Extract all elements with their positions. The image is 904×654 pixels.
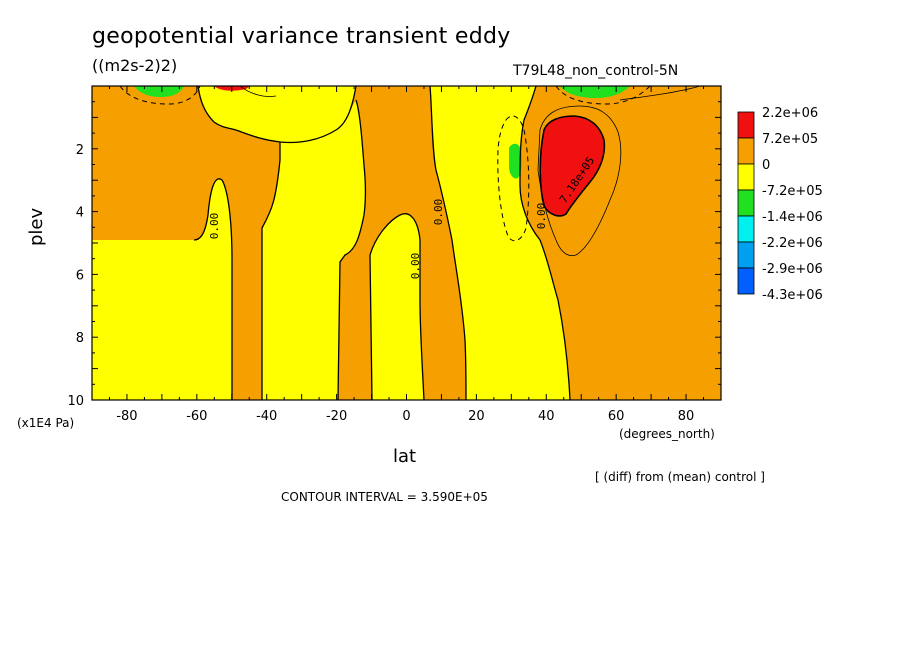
y-tick-label: 8 <box>76 331 84 346</box>
contour-field <box>92 86 721 400</box>
yellow-region-center-right <box>430 86 570 400</box>
dashed-contour-subtropical <box>497 115 530 242</box>
zero-contour-upper <box>197 86 357 144</box>
x-tick-label: -80 <box>116 409 137 424</box>
contour-label: 0.00 <box>409 253 422 280</box>
legend-label: 0 <box>762 158 770 173</box>
x-tick-label: 80 <box>678 409 695 424</box>
x-axis-units: (degrees_north) <box>619 427 715 441</box>
zero-contour-center-left <box>337 99 367 400</box>
yellow-region-center-left <box>262 100 424 400</box>
difference-note: [ (diff) from (mean) control ] <box>595 470 765 484</box>
dashed-contour-top-left <box>119 86 201 105</box>
zero-contour-left-inner <box>261 142 281 400</box>
legend-label: -1.4e+06 <box>762 210 823 225</box>
y-tick-label: 2 <box>76 143 84 158</box>
legend-swatch <box>737 163 755 191</box>
run-label: T79L48_non_control-5N <box>513 63 679 79</box>
x-tick-label: 20 <box>468 409 485 424</box>
legend-label: -2.9e+06 <box>762 262 823 277</box>
x-tick-label: 40 <box>538 409 555 424</box>
y-tick-label: 6 <box>76 268 84 283</box>
positive-maximum-midlat <box>540 116 605 216</box>
contour-top-left <box>239 86 277 97</box>
contour-positive-outer <box>537 105 622 257</box>
zero-contour-left <box>193 178 233 400</box>
legend-swatch <box>737 189 755 217</box>
contour-7.18e+05 <box>539 115 606 217</box>
y-axis-units: (x1E4 Pa) <box>17 416 75 430</box>
negative-blob-subtropical <box>509 143 522 179</box>
legend-label: 7.2e+05 <box>762 132 818 147</box>
x-tick-label: -20 <box>326 409 347 424</box>
contour-label: 0.00 <box>208 213 221 240</box>
yellow-region-left <box>92 86 232 400</box>
zero-contour-center-right <box>429 86 467 400</box>
yellow-region-upper-left <box>92 86 356 143</box>
contour-lines <box>193 86 701 400</box>
chart-title: geopotential variance transient eddy <box>92 24 511 49</box>
x-tick-label: -40 <box>256 409 277 424</box>
legend-label: 2.2e+06 <box>762 106 818 121</box>
legend-label: -4.3e+06 <box>762 288 823 303</box>
color-legend: 2.2e+06 7.2e+05 0 -7.2e+05 -1.4e+06 -2.2e+06 -… <box>737 106 823 303</box>
contour-label: 0.00 <box>535 203 548 230</box>
legend-swatch <box>737 241 755 269</box>
x-tick-label: 0 <box>402 409 410 424</box>
legend-swatch <box>737 267 755 295</box>
contour-interval: CONTOUR INTERVAL = 3.590E+05 <box>281 490 488 504</box>
legend-label: -7.2e+05 <box>762 184 823 199</box>
contour-top-right <box>619 86 701 101</box>
negative-blob-top-left <box>134 86 184 97</box>
negative-blob-top-right <box>560 86 630 98</box>
zero-contour-center <box>369 213 425 400</box>
dashed-contour-top-right <box>555 86 651 105</box>
y-tick-label: 4 <box>76 206 84 221</box>
x-tick-label: -60 <box>186 409 207 424</box>
legend-swatch <box>737 137 755 165</box>
legend-swatch <box>737 111 755 139</box>
contour-label: 0.00 <box>432 199 445 226</box>
y-tick-label: 10 <box>67 394 84 409</box>
zero-contour-right <box>519 86 571 400</box>
chart-units: ((m2s-2)2) <box>92 56 178 75</box>
legend-label: -2.2e+06 <box>762 236 823 251</box>
negative-contours <box>119 86 651 242</box>
y-axis: 2 4 6 8 10 <box>67 85 721 409</box>
x-tick-label: 60 <box>608 409 625 424</box>
legend-swatch <box>737 215 755 243</box>
x-axis: -80 -60 -40 -20 0 20 40 60 80 <box>91 86 722 424</box>
x-axis-label: lat <box>393 446 417 467</box>
